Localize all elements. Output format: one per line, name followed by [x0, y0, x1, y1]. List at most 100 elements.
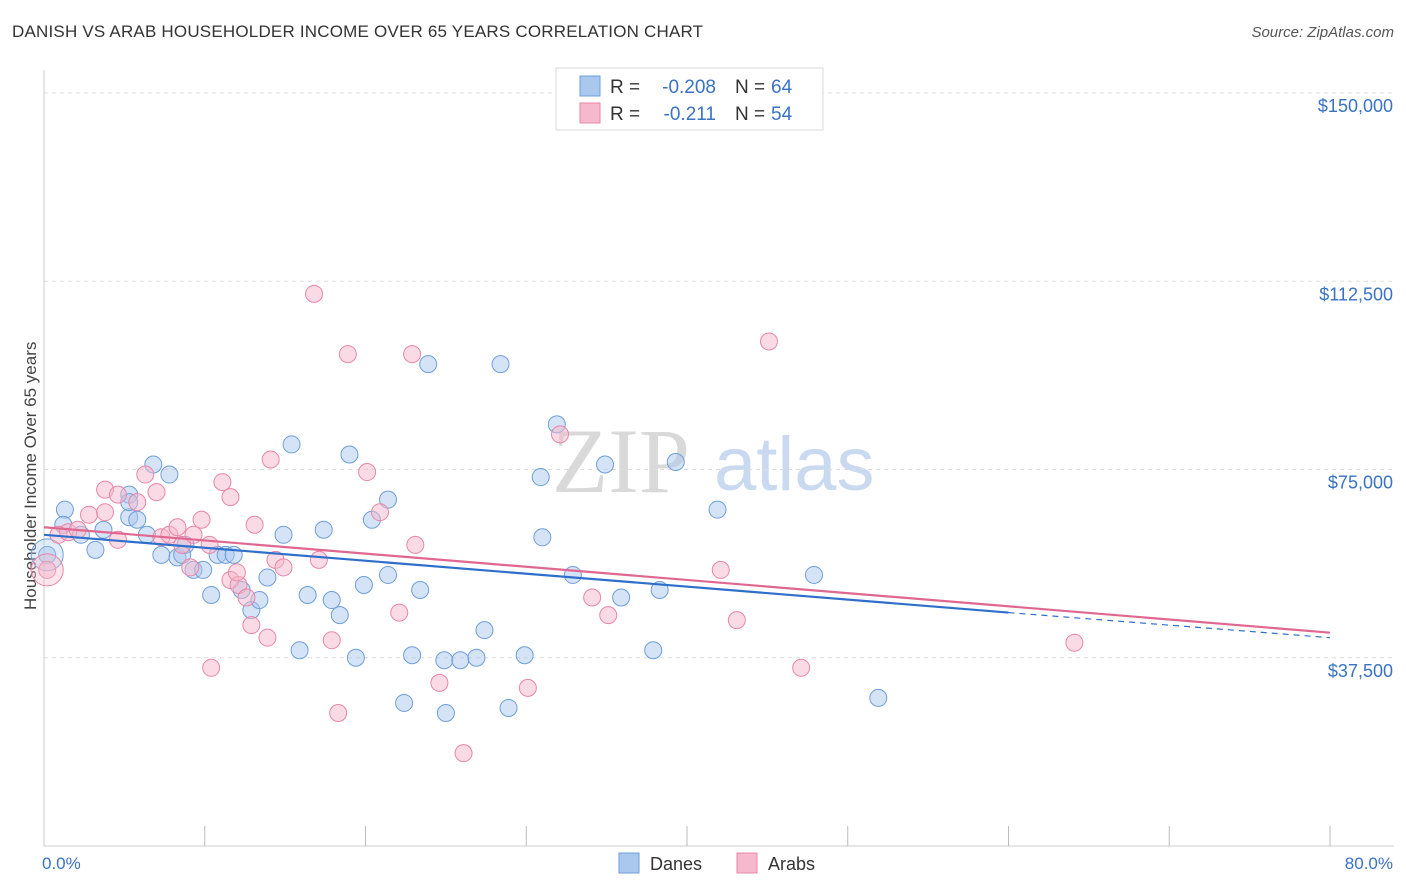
- data-point-danes: [515, 646, 534, 665]
- data-point-arabs: [430, 673, 449, 692]
- data-point-arabs: [168, 518, 187, 537]
- data-point-danes: [708, 500, 727, 519]
- data-point-danes: [322, 591, 341, 610]
- data-point-arabs: [108, 485, 127, 504]
- y-tick-label: $75,000: [1328, 473, 1393, 493]
- data-point-arabs: [213, 473, 232, 492]
- chart-title: DANISH VS ARAB HOUSEHOLDER INCOME OVER 6…: [12, 22, 704, 41]
- data-point-arabs: [242, 616, 261, 635]
- data-point-arabs: [390, 603, 409, 622]
- legend-r-label-danes: R =: [610, 77, 640, 98]
- x-tick-label-min: 0.0%: [42, 854, 81, 873]
- data-point-arabs: [128, 493, 147, 512]
- legend-n-value-danes: 64: [771, 77, 793, 98]
- y-tick-label: $37,500: [1328, 661, 1393, 681]
- x-tick-label-max: 80.0%: [1345, 854, 1393, 873]
- data-point-danes: [499, 698, 518, 717]
- data-point-arabs: [305, 284, 324, 303]
- data-point-arabs: [136, 465, 155, 484]
- data-point-arabs: [759, 332, 778, 351]
- data-point-danes: [563, 565, 582, 584]
- data-point-danes: [403, 646, 422, 665]
- data-point-danes: [467, 648, 486, 667]
- bottom-legend-label-arabs: Arabs: [768, 854, 815, 874]
- data-point-danes: [475, 621, 494, 640]
- data-point-arabs: [711, 560, 730, 579]
- data-point-danes: [644, 641, 663, 660]
- data-point-danes: [258, 568, 277, 587]
- data-point-arabs: [221, 488, 240, 507]
- data-point-danes: [152, 545, 171, 564]
- data-point-danes: [314, 520, 333, 539]
- legend-n-value-arabs: 54: [771, 104, 793, 125]
- data-point-danes: [160, 465, 179, 484]
- data-point-danes: [491, 355, 510, 374]
- data-point-danes: [395, 693, 414, 712]
- data-point-danes: [274, 525, 293, 544]
- y-tick-labels: $37,500 $75,000 $112,500 $150,000: [1318, 96, 1393, 681]
- data-point-arabs: [181, 558, 200, 577]
- data-point-arabs: [406, 535, 425, 554]
- bottom-legend: Danes Arabs: [618, 852, 815, 874]
- data-point-arabs: [518, 678, 537, 697]
- data-point-arabs: [583, 588, 602, 607]
- data-point-arabs: [551, 425, 570, 444]
- series-arabs-points: [30, 284, 1084, 763]
- data-point-danes: [354, 575, 373, 594]
- data-point-arabs: [1065, 633, 1084, 652]
- data-point-danes: [666, 453, 685, 471]
- chart-source: Source: ZipAtlas.com: [1251, 24, 1394, 41]
- legend-r-value-danes: -0.208: [662, 77, 716, 98]
- data-point-arabs: [403, 345, 422, 364]
- data-point-arabs: [727, 611, 746, 630]
- trend-lines: [43, 526, 1331, 639]
- legend-n-label-arabs: N =: [735, 104, 765, 125]
- data-point-arabs: [38, 560, 57, 579]
- data-point-arabs: [599, 606, 618, 625]
- data-point-danes: [804, 565, 823, 584]
- data-point-arabs: [261, 450, 280, 469]
- data-point-danes: [869, 688, 888, 707]
- legend-swatch-danes: [579, 75, 601, 97]
- data-point-danes: [435, 651, 454, 670]
- x-ticks: [204, 826, 1331, 846]
- data-point-arabs: [192, 510, 211, 529]
- data-point-arabs: [258, 628, 277, 647]
- bottom-legend-swatch-danes: [618, 852, 640, 874]
- data-point-arabs: [202, 658, 221, 677]
- data-point-danes: [330, 606, 349, 625]
- data-point-danes: [94, 520, 113, 539]
- data-point-arabs: [227, 563, 246, 582]
- data-point-arabs: [237, 588, 256, 607]
- data-point-arabs: [245, 515, 264, 534]
- y-axis-label: Householder Income Over 65 years: [21, 342, 40, 610]
- data-point-arabs: [338, 345, 357, 364]
- data-point-danes: [533, 528, 552, 547]
- data-point-danes: [282, 435, 301, 454]
- legend-r-value-arabs: -0.211: [664, 104, 716, 125]
- data-point-arabs: [147, 483, 166, 502]
- data-point-danes: [612, 588, 631, 607]
- bottom-legend-label-danes: Danes: [650, 854, 702, 874]
- data-point-arabs: [200, 535, 219, 554]
- series-danes-points: [30, 355, 888, 722]
- trend-line-danes: [43, 533, 1009, 614]
- data-point-arabs: [329, 703, 348, 722]
- data-point-danes: [596, 455, 615, 474]
- data-point-arabs: [792, 658, 811, 677]
- data-point-danes: [128, 510, 147, 529]
- data-point-danes: [86, 540, 105, 559]
- data-point-arabs: [274, 558, 293, 577]
- bottom-legend-swatch-arabs: [736, 852, 758, 874]
- data-point-danes: [202, 586, 221, 605]
- data-point-arabs-cluster: [30, 553, 64, 587]
- y-tick-label: $150,000: [1318, 96, 1393, 116]
- top-legend: R = -0.208 N = 64 R = -0.211 N = 54: [555, 67, 824, 131]
- trend-line-danes-extension: [1008, 611, 1331, 639]
- legend-r-label-arabs: R =: [610, 104, 640, 125]
- data-point-arabs: [80, 505, 99, 524]
- trend-line-arabs: [43, 526, 1331, 634]
- legend-n-label-danes: N =: [735, 77, 765, 98]
- data-point-arabs: [322, 631, 341, 650]
